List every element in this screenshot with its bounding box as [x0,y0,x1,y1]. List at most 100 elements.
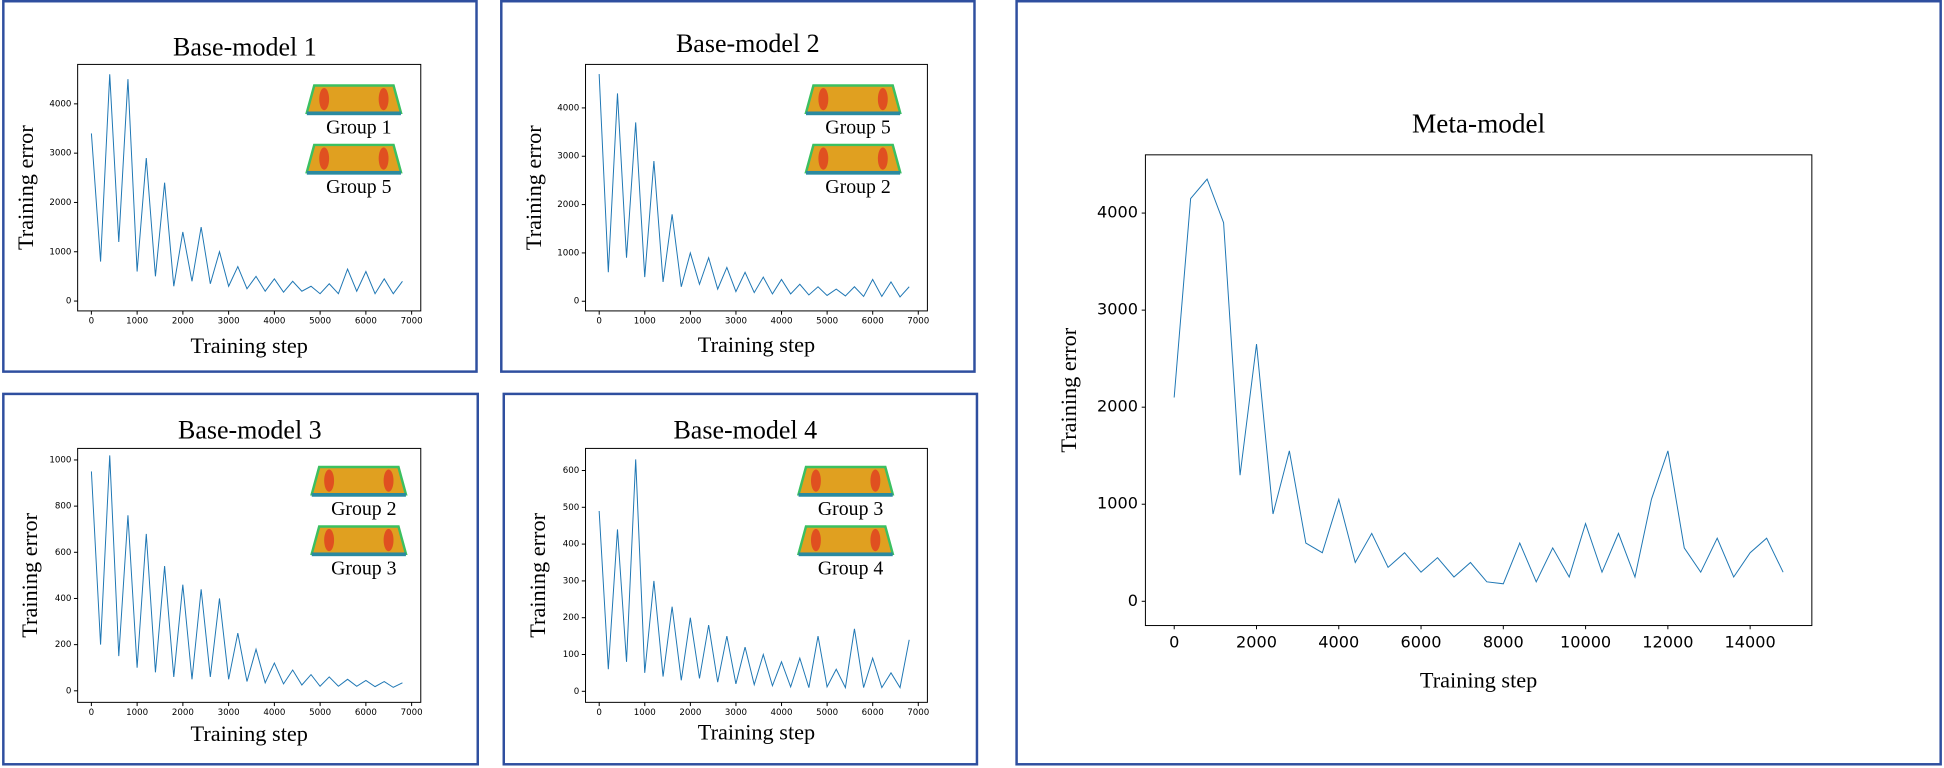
x-tick-label: 7000 [401,316,423,326]
x-tick-label: 3000 [725,316,747,326]
icon [818,87,829,111]
annotation: Group 3 [818,498,884,520]
annotation: Group 2 [331,498,396,520]
x-tick-label: 6000 [862,316,884,326]
x-tick-label: 0 [89,708,95,718]
x-axis-label: Training step [698,720,815,745]
x-tick-label: 3000 [218,708,240,718]
y-tick-label: 500 [563,503,580,513]
y-tick-label: 400 [55,594,72,604]
icon [311,552,406,557]
x-tick-label: 4000 [771,316,793,326]
plot-frame [585,447,928,703]
y-axis-label: Training error [17,512,42,637]
icon [319,147,330,170]
x-tick-label: 8000 [1483,632,1524,651]
y-tick-label: 1000 [49,455,71,465]
x-tick-label: 0 [89,316,95,326]
chart-title: Meta-model [1412,109,1546,139]
y-axis-label: Training error [13,125,38,250]
icon [306,111,401,116]
annotation: Group 2 [825,176,890,198]
y-axis-label: Training error [525,512,550,637]
x-tick-label: 1000 [126,316,148,326]
x-tick-label: 2000 [172,316,194,326]
icon [806,111,901,116]
icon [818,147,829,170]
x-tick-label: 1000 [126,708,148,718]
data-line [1173,178,1784,585]
icon [870,528,881,552]
y-tick-label: 600 [55,548,72,558]
icon [324,528,335,552]
x-axis-label: Training step [698,332,815,357]
icon [810,469,821,492]
x-tick-label: 2000 [679,708,701,718]
x-tick-label: 4000 [771,708,793,718]
icon [870,469,881,492]
x-tick-label: 4000 [263,316,285,326]
x-tick-label: 2000 [1236,632,1277,651]
y-tick-label: 600 [563,466,580,476]
x-axis-label: Training step [191,333,308,358]
plot-frame [585,63,928,312]
y-tick-label: 3000 [557,152,579,162]
panel-frame [2,0,478,373]
panel-frame [502,392,979,766]
icon [806,170,901,175]
data-line [598,459,910,690]
plot-frame [77,447,422,703]
x-tick-label: 6000 [355,708,377,718]
y-tick-label: 0 [66,297,72,307]
x-tick-label: 5000 [309,708,331,718]
icon [383,469,394,492]
y-tick-label: 300 [563,576,580,586]
y-tick-label: 2000 [49,198,71,208]
annotation: Group 3 [331,557,397,579]
chart-title: Base-model 3 [178,415,322,444]
y-tick-label: 400 [563,540,580,550]
y-tick-label: 1000 [557,248,579,258]
x-tick-label: 4000 [263,708,285,718]
y-tick-label: 200 [55,640,72,650]
x-tick-label: 0 [596,708,602,718]
plot-frame [1144,154,1813,627]
data-line [90,455,403,688]
y-axis-label: Training error [521,125,546,250]
annotation: Group 5 [326,176,392,198]
y-tick-label: 3000 [1097,300,1138,319]
x-tick-label: 3000 [725,708,747,718]
y-tick-label: 1000 [1097,494,1138,513]
x-tick-label: 5000 [816,708,838,718]
icon [877,87,888,111]
icon [378,87,389,111]
annotation: Group 4 [818,557,884,579]
y-tick-label: 4000 [557,103,579,113]
y-tick-label: 100 [563,650,580,660]
y-tick-label: 2000 [557,200,579,210]
icon [319,87,330,111]
y-tick-label: 0 [574,687,580,697]
icon [324,469,335,492]
x-tick-label: 2000 [679,316,701,326]
x-tick-label: 6000 [355,316,377,326]
icon [378,147,389,170]
icon [877,147,888,170]
x-tick-label: 7000 [401,708,423,718]
y-axis-label: Training error [1056,327,1081,452]
y-tick-label: 2000 [1097,397,1138,416]
x-tick-label: 6000 [1401,632,1442,651]
x-axis-label: Training step [191,721,308,746]
x-tick-label: 1000 [634,316,656,326]
icon [311,493,406,497]
y-tick-label: 200 [563,613,580,623]
x-tick-label: 4000 [1318,632,1359,651]
y-tick-label: 1000 [49,247,71,257]
y-tick-label: 3000 [49,149,71,159]
x-tick-label: 6000 [862,708,884,718]
x-tick-label: 1000 [634,708,656,718]
x-tick-label: 2000 [172,708,194,718]
annotation: Group 5 [825,116,891,138]
